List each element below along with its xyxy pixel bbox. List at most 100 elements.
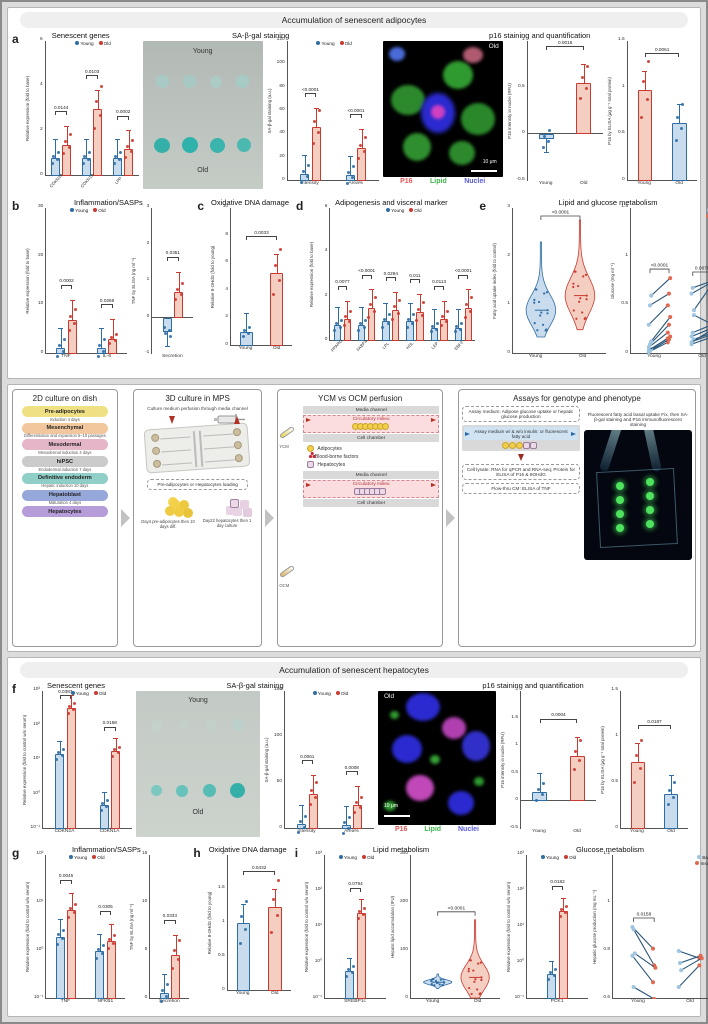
data-point: [164, 332, 168, 336]
bar: [108, 339, 118, 354]
y-tick: 0: [40, 172, 43, 177]
data-point: [558, 914, 562, 918]
data-point: [349, 310, 353, 314]
y-tick: 3: [507, 204, 511, 209]
data-point: [100, 951, 104, 955]
bar: [464, 307, 472, 341]
data-point: [310, 789, 313, 793]
y-tick: 1.5: [611, 687, 618, 692]
assay-medium-box: Assay medium: Adipose glucose uptake or …: [461, 406, 580, 422]
data-point: [101, 801, 104, 805]
hepatocyte-cells-row: [306, 487, 436, 496]
data-point: [240, 914, 244, 918]
data-point: [94, 100, 98, 104]
data-point: [446, 310, 450, 314]
data-point: [341, 832, 345, 836]
data-point: [129, 150, 133, 154]
data-point: [405, 325, 409, 329]
y-tick: 0: [222, 987, 225, 992]
data-point: [363, 906, 367, 910]
y-tick: 60: [279, 107, 285, 112]
blot-young-label: Young: [192, 48, 213, 55]
panel-i-lipid: Lipid metabolism Relative expression (fo…: [302, 845, 501, 1011]
media-channel-label: Media channel: [303, 406, 439, 414]
hepatocyte-chamber: Media channel Circulatory milieu Cell ch…: [303, 471, 439, 507]
x-category-label: Old: [579, 181, 588, 186]
y-tick: 1: [507, 301, 511, 307]
data-point: [421, 301, 425, 305]
y-tick: 10¹: [33, 756, 40, 761]
data-point: [358, 909, 362, 913]
y-axis-label: Relative expression (fold to control w/o…: [25, 881, 31, 973]
p-value: 0.0002: [116, 109, 131, 115]
flow-step: hiPSC: [22, 456, 108, 468]
x-category-label: Secretion: [159, 999, 180, 1004]
data-point: [541, 782, 545, 786]
data-point: [57, 343, 61, 347]
panel-a-genes-title: Senescent genes: [51, 31, 110, 40]
data-point: [354, 801, 358, 805]
cell-lysate-box: Cell lysate: RNA for qPCR and RNA-seq; P…: [461, 464, 580, 480]
diagram-2d-title: 2D culture on dish: [32, 394, 98, 403]
data-point: [347, 826, 350, 830]
y-axis-label: Relative expression (fold to base): [25, 248, 31, 314]
data-point: [548, 129, 552, 133]
flow-arrow-icon: [445, 509, 455, 527]
y-axis-label: Relative expression (fold to control w/o…: [22, 714, 27, 806]
data-point: [174, 298, 178, 302]
flow-blue-icon: [571, 431, 577, 436]
data-point: [313, 120, 317, 124]
data-point: [673, 781, 677, 785]
data-point: [674, 139, 678, 142]
data-point: [271, 897, 275, 901]
data-point: [73, 903, 77, 907]
data-point: [358, 143, 362, 147]
data-point: [547, 977, 551, 981]
bar: [637, 90, 653, 181]
x-category-label: Young: [647, 354, 661, 359]
svg-text:0.0078: 0.0078: [695, 266, 708, 272]
data-point: [362, 325, 366, 329]
data-point: [536, 787, 540, 791]
y-tick: 1.5: [618, 37, 625, 42]
data-point: [275, 914, 279, 918]
bar: [353, 805, 362, 829]
data-point: [666, 803, 670, 807]
data-point: [431, 324, 435, 328]
legend-blood-borne: Blood-borne factors: [314, 453, 359, 460]
data-point: [73, 702, 76, 706]
chart-adipose-tnf-secretion: TNF by ELISA (ng ml⁻¹) -1 0 1 2 3 0.0351 Secret…: [129, 204, 194, 366]
inflow-arrow-icon: [168, 416, 175, 424]
data-point: [343, 821, 346, 825]
bar: [558, 910, 568, 999]
y-tick: 0.5: [518, 83, 525, 89]
adipose-section-title: Accumulation of senescent adipocytes: [20, 12, 688, 28]
x-category-label: Young: [630, 829, 644, 834]
data-point: [578, 758, 582, 762]
data-point: [99, 808, 103, 812]
y-tick: 2: [515, 687, 518, 692]
media-channel-label: Media channel: [303, 471, 439, 479]
data-point: [574, 749, 578, 753]
panel-d-title: Adipogenesis and visceral marker: [335, 198, 448, 207]
flow-thru-box: Flow-thru CM: ELISA of TNF: [461, 483, 580, 494]
data-point: [367, 316, 371, 320]
bar: [55, 936, 65, 999]
data-point: [56, 355, 60, 359]
y-tick: 300: [400, 851, 409, 856]
data-point: [579, 739, 583, 743]
diagram-2d-culture: 2D culture on dish Pre-adipocytes Inducti…: [12, 389, 118, 647]
data-point: [118, 158, 122, 162]
bar: [569, 755, 585, 802]
bar: [81, 158, 91, 176]
data-point: [161, 988, 165, 992]
bar: [532, 792, 548, 802]
data-point: [297, 831, 300, 835]
data-point: [338, 325, 342, 329]
bar: [124, 149, 134, 176]
data-point: [278, 247, 282, 251]
data-point: [119, 150, 123, 154]
y-tick: 0.5: [511, 769, 518, 775]
x-category-label: Old: [675, 181, 683, 186]
flow-right-icon: [430, 417, 436, 422]
